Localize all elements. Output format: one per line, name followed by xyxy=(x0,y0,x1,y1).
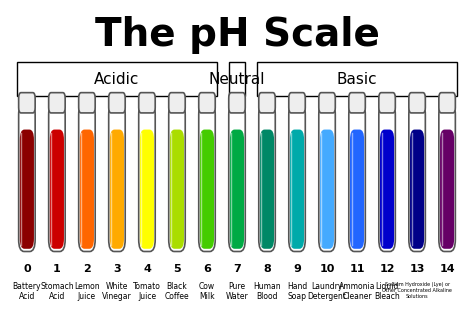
FancyBboxPatch shape xyxy=(110,130,124,249)
Text: Battery
Acid: Battery Acid xyxy=(13,282,41,301)
Text: 2: 2 xyxy=(83,264,91,274)
Bar xyxy=(257,62,457,96)
Text: 6: 6 xyxy=(203,264,211,274)
Text: 1: 1 xyxy=(53,264,61,274)
FancyBboxPatch shape xyxy=(49,93,65,113)
Text: Hand
Soap: Hand Soap xyxy=(287,282,307,301)
Text: Liquid
Bleach: Liquid Bleach xyxy=(374,282,400,301)
Text: Pure
Water: Pure Water xyxy=(226,282,248,301)
FancyBboxPatch shape xyxy=(20,130,34,249)
FancyBboxPatch shape xyxy=(200,130,214,249)
Text: Sodium Hydroxide (Lye) or
Other Concentrated Alkaline
Solutions: Sodium Hydroxide (Lye) or Other Concentr… xyxy=(382,282,452,299)
Text: 11: 11 xyxy=(349,264,365,274)
Text: Basic: Basic xyxy=(337,71,377,87)
FancyBboxPatch shape xyxy=(169,103,185,252)
FancyBboxPatch shape xyxy=(49,103,65,252)
FancyBboxPatch shape xyxy=(379,103,395,252)
FancyBboxPatch shape xyxy=(230,130,244,249)
FancyBboxPatch shape xyxy=(349,103,365,252)
FancyBboxPatch shape xyxy=(79,93,95,113)
FancyBboxPatch shape xyxy=(18,93,35,113)
FancyBboxPatch shape xyxy=(259,103,275,252)
Text: 7: 7 xyxy=(233,264,241,274)
Text: Laundry
Detergent: Laundry Detergent xyxy=(308,282,346,301)
Text: 14: 14 xyxy=(439,264,455,274)
Text: Black
Coffee: Black Coffee xyxy=(164,282,189,301)
FancyBboxPatch shape xyxy=(50,130,64,249)
Text: 12: 12 xyxy=(379,264,395,274)
FancyBboxPatch shape xyxy=(290,130,304,249)
FancyBboxPatch shape xyxy=(229,93,245,113)
Text: Ammonia
Cleaner: Ammonia Cleaner xyxy=(339,282,375,301)
Text: Neutral: Neutral xyxy=(209,71,265,87)
FancyBboxPatch shape xyxy=(440,130,454,249)
FancyBboxPatch shape xyxy=(379,93,395,113)
Text: 5: 5 xyxy=(173,264,181,274)
Text: Lemon
Juice: Lemon Juice xyxy=(74,282,100,301)
FancyBboxPatch shape xyxy=(139,93,155,113)
FancyBboxPatch shape xyxy=(199,93,215,113)
FancyBboxPatch shape xyxy=(320,130,334,249)
Text: Cow
Milk: Cow Milk xyxy=(199,282,215,301)
Text: Stomach
Acid: Stomach Acid xyxy=(40,282,74,301)
FancyBboxPatch shape xyxy=(380,130,394,249)
FancyBboxPatch shape xyxy=(319,93,335,113)
Text: 9: 9 xyxy=(293,264,301,274)
Bar xyxy=(17,62,217,96)
FancyBboxPatch shape xyxy=(139,103,155,252)
FancyBboxPatch shape xyxy=(409,103,425,252)
FancyBboxPatch shape xyxy=(260,130,274,249)
FancyBboxPatch shape xyxy=(289,103,305,252)
Text: 10: 10 xyxy=(319,264,335,274)
FancyBboxPatch shape xyxy=(79,103,95,252)
Text: 13: 13 xyxy=(410,264,425,274)
Text: 4: 4 xyxy=(143,264,151,274)
FancyBboxPatch shape xyxy=(109,93,125,113)
FancyBboxPatch shape xyxy=(350,130,364,249)
Text: 0: 0 xyxy=(23,264,31,274)
FancyBboxPatch shape xyxy=(199,103,215,252)
FancyBboxPatch shape xyxy=(439,93,456,113)
FancyBboxPatch shape xyxy=(18,103,35,252)
FancyBboxPatch shape xyxy=(109,103,125,252)
FancyBboxPatch shape xyxy=(169,93,185,113)
FancyBboxPatch shape xyxy=(409,93,425,113)
FancyBboxPatch shape xyxy=(439,103,456,252)
FancyBboxPatch shape xyxy=(259,93,275,113)
FancyBboxPatch shape xyxy=(80,130,94,249)
FancyBboxPatch shape xyxy=(410,130,424,249)
FancyBboxPatch shape xyxy=(140,130,154,249)
Text: Acidic: Acidic xyxy=(94,71,140,87)
FancyBboxPatch shape xyxy=(349,93,365,113)
Text: Tomato
Juice: Tomato Juice xyxy=(133,282,161,301)
Bar xyxy=(229,62,245,96)
FancyBboxPatch shape xyxy=(289,93,305,113)
Text: White
Vinegar: White Vinegar xyxy=(102,282,132,301)
Text: The pH Scale: The pH Scale xyxy=(94,16,380,54)
Text: Human
Blood: Human Blood xyxy=(253,282,281,301)
FancyBboxPatch shape xyxy=(229,103,245,252)
FancyBboxPatch shape xyxy=(170,130,184,249)
Text: 8: 8 xyxy=(263,264,271,274)
Text: 3: 3 xyxy=(113,264,121,274)
FancyBboxPatch shape xyxy=(319,103,335,252)
